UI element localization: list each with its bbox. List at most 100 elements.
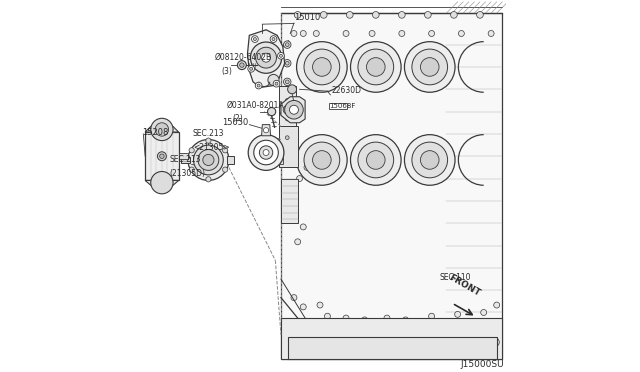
Bar: [281, 179, 298, 223]
Circle shape: [353, 338, 362, 347]
Circle shape: [424, 12, 431, 18]
Circle shape: [427, 338, 436, 347]
Circle shape: [300, 224, 306, 230]
Circle shape: [263, 150, 269, 155]
Circle shape: [237, 61, 246, 70]
Circle shape: [324, 313, 330, 319]
Circle shape: [458, 31, 465, 36]
Circle shape: [314, 31, 319, 36]
Circle shape: [280, 54, 282, 57]
Circle shape: [257, 84, 260, 87]
Circle shape: [285, 61, 289, 65]
Text: 22630D: 22630D: [331, 86, 361, 95]
Circle shape: [296, 135, 347, 185]
Circle shape: [253, 38, 257, 41]
Bar: [289, 337, 497, 359]
Circle shape: [285, 99, 289, 102]
Circle shape: [189, 148, 195, 153]
Circle shape: [362, 317, 367, 323]
Circle shape: [285, 43, 289, 46]
Circle shape: [254, 140, 278, 165]
Circle shape: [291, 97, 297, 103]
Circle shape: [399, 12, 405, 18]
Circle shape: [250, 42, 282, 73]
Circle shape: [268, 74, 279, 86]
Circle shape: [270, 36, 277, 42]
Circle shape: [285, 100, 303, 119]
Circle shape: [151, 171, 173, 194]
Text: Ø08120-6402B: Ø08120-6402B: [215, 53, 272, 62]
Circle shape: [317, 302, 323, 308]
Circle shape: [384, 315, 390, 321]
Circle shape: [273, 80, 280, 87]
Circle shape: [358, 49, 394, 85]
Circle shape: [284, 41, 291, 48]
Circle shape: [420, 58, 439, 76]
Circle shape: [420, 151, 439, 169]
Circle shape: [255, 47, 276, 68]
Bar: [281, 318, 502, 359]
Circle shape: [259, 146, 273, 159]
Circle shape: [193, 145, 223, 175]
Circle shape: [188, 140, 229, 180]
Circle shape: [312, 151, 331, 169]
Circle shape: [390, 338, 399, 347]
Circle shape: [367, 58, 385, 76]
Circle shape: [252, 36, 259, 42]
Bar: [275, 149, 283, 164]
Circle shape: [275, 82, 278, 85]
Circle shape: [264, 128, 269, 133]
Polygon shape: [145, 180, 179, 185]
Circle shape: [291, 31, 297, 36]
Polygon shape: [145, 126, 179, 132]
Circle shape: [283, 105, 292, 114]
Text: SEC.213: SEC.213: [193, 129, 224, 138]
Circle shape: [412, 49, 447, 85]
Circle shape: [284, 78, 291, 86]
Circle shape: [429, 313, 435, 319]
Bar: [227, 156, 234, 164]
Circle shape: [293, 338, 302, 347]
Circle shape: [239, 63, 244, 67]
Circle shape: [255, 82, 262, 89]
Polygon shape: [262, 125, 271, 136]
Circle shape: [284, 60, 291, 67]
Circle shape: [351, 135, 401, 185]
Circle shape: [465, 338, 473, 347]
Circle shape: [275, 153, 282, 160]
Circle shape: [321, 12, 327, 18]
Circle shape: [372, 12, 379, 18]
Circle shape: [223, 167, 228, 172]
Circle shape: [343, 315, 349, 321]
Circle shape: [451, 12, 457, 18]
Circle shape: [278, 52, 284, 59]
Circle shape: [156, 123, 168, 136]
Circle shape: [285, 80, 289, 84]
Text: (2): (2): [232, 114, 243, 123]
Circle shape: [159, 154, 164, 158]
Circle shape: [284, 134, 291, 141]
Circle shape: [250, 67, 253, 70]
Circle shape: [248, 135, 284, 170]
Circle shape: [429, 31, 435, 36]
Circle shape: [454, 311, 461, 317]
Text: Ø031A0-8201A: Ø031A0-8201A: [227, 100, 284, 109]
Polygon shape: [281, 97, 305, 123]
Text: SEC.110: SEC.110: [439, 273, 470, 282]
Circle shape: [268, 108, 276, 116]
Text: SEC.213: SEC.213: [170, 155, 201, 164]
Bar: [329, 103, 347, 109]
Bar: [279, 126, 298, 167]
Circle shape: [206, 177, 211, 182]
Bar: [281, 13, 502, 359]
Circle shape: [367, 151, 385, 169]
Circle shape: [300, 304, 306, 310]
Circle shape: [262, 53, 271, 62]
Circle shape: [298, 109, 305, 115]
Circle shape: [490, 338, 499, 347]
Text: 15068F: 15068F: [330, 103, 356, 109]
Text: 15208: 15208: [142, 128, 168, 137]
Text: (3): (3): [221, 67, 232, 76]
Circle shape: [300, 31, 306, 36]
Circle shape: [403, 317, 408, 323]
